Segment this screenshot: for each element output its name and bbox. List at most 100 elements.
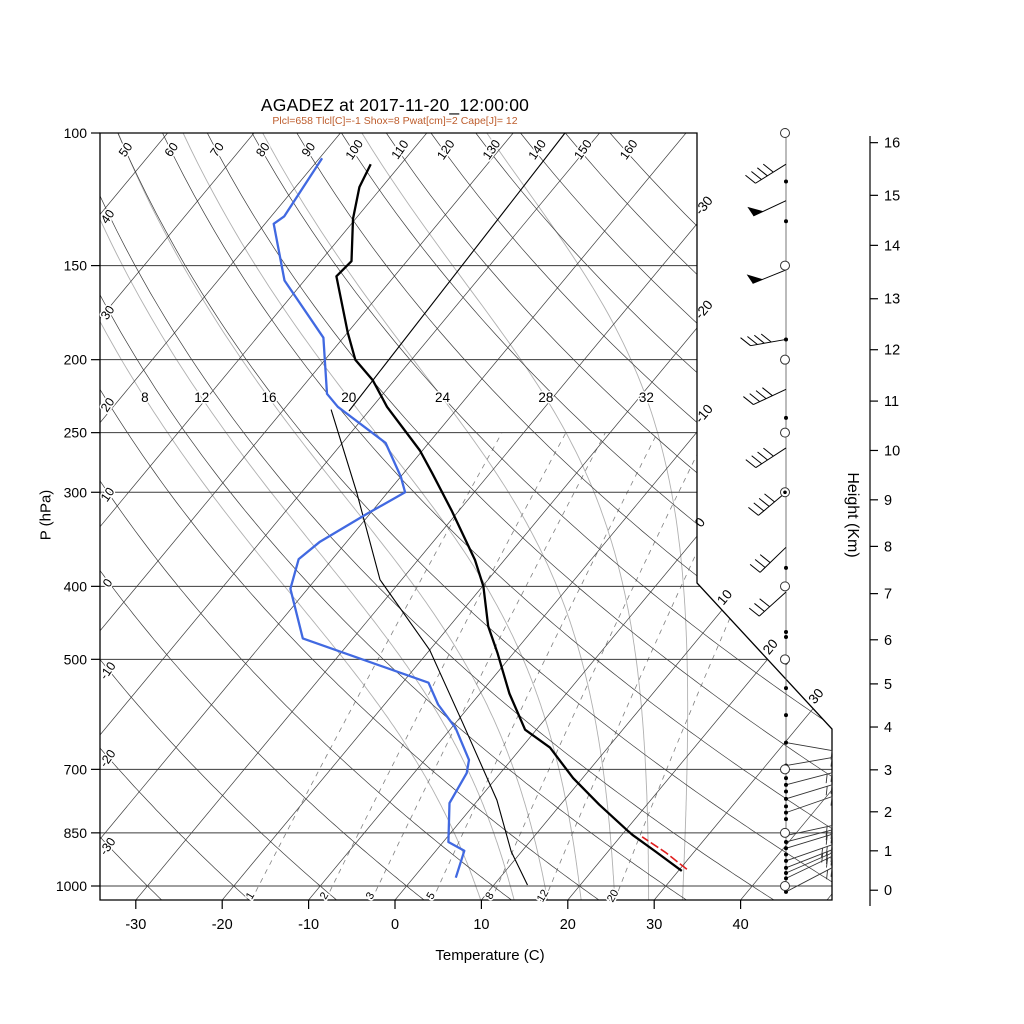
wind-level-circle [780, 128, 790, 138]
svg-text:80: 80 [253, 140, 272, 159]
wind-level-dot [784, 630, 788, 635]
chart-title: AGADEZ at 2017-11-20_12:00:00 [260, 95, 530, 115]
wind-level-circle [780, 764, 790, 775]
wind-level-dot [784, 782, 788, 787]
wind-level-dot [784, 686, 788, 691]
wind-barb [749, 546, 787, 573]
temperature-tick-label: 30 [646, 917, 662, 933]
wind-barb [785, 796, 833, 814]
height-tick-label: 9 [884, 493, 892, 509]
height-tick-label: 2 [884, 805, 892, 821]
chart-subtitle: Plcl=658 Tlcl[C]=-1 Shox=8 Pwat[cm]=2 Ca… [272, 115, 518, 127]
temperature-tick-label: 0 [391, 917, 399, 933]
wind-barb [746, 269, 787, 284]
svg-text:70: 70 [207, 140, 226, 159]
svg-text:130: 130 [480, 137, 503, 162]
svg-text:160: 160 [617, 137, 640, 162]
wind-barb [785, 772, 833, 786]
svg-text:150: 150 [571, 137, 594, 162]
height-tick-label: 0 [884, 883, 892, 899]
height-tick-label: 11 [884, 394, 899, 410]
wind-barb [785, 867, 833, 893]
svg-text:-30: -30 [692, 193, 716, 218]
wind-level-dot [784, 858, 788, 863]
wind-barb [785, 742, 833, 760]
svg-text:30: 30 [805, 686, 826, 707]
wind-level-dot [784, 789, 788, 794]
wind-level-dot [784, 839, 788, 844]
height-tick-label: 3 [884, 763, 892, 779]
height-tick-label: 13 [884, 292, 900, 308]
wind-barb [785, 855, 833, 879]
height-tick-label: 15 [884, 188, 900, 204]
wind-barb [785, 825, 833, 836]
wind-level-circle [780, 881, 790, 891]
wind-level-circle [780, 654, 790, 665]
pressure-tick-label: 300 [64, 484, 88, 500]
pressure-tick-label: 700 [64, 761, 88, 777]
svg-text:50: 50 [116, 140, 135, 159]
svg-text:40: 40 [98, 207, 117, 226]
temperature-tick-label: 40 [733, 917, 749, 933]
svg-text:90: 90 [299, 140, 318, 159]
wind-level-dot [784, 219, 788, 224]
svg-text:30: 30 [98, 303, 117, 322]
pressure-tick-label: 100 [64, 125, 88, 141]
height-tick-label: 12 [884, 343, 900, 359]
wind-barb [748, 491, 787, 516]
wind-level-dot [784, 634, 788, 639]
wind-level-circle [780, 581, 790, 592]
wind-barb [785, 852, 833, 874]
wind-level-dot [784, 876, 788, 881]
wind-barb [740, 333, 787, 347]
wet-bulb-line [330, 409, 528, 886]
pressure-tick-label: 250 [64, 425, 88, 441]
sounding-curves [272, 132, 688, 886]
wind-barb [747, 200, 787, 217]
wind-barb [785, 784, 833, 800]
wind-level-dot [784, 846, 788, 851]
temperature-tick-label: -20 [212, 917, 233, 933]
temperature-tick-label: 10 [473, 917, 489, 933]
wind-level-dot [784, 852, 788, 857]
svg-text:120: 120 [434, 137, 457, 162]
wind-level-dot [784, 415, 788, 420]
dewpoint-curve [272, 157, 471, 879]
wind-barb [785, 833, 833, 849]
pressure-tick-label: 400 [64, 578, 88, 594]
wind-level-dot [784, 817, 788, 822]
wind-level-dot [784, 776, 788, 781]
wind-level-circle [780, 427, 790, 438]
wind-level-circle [780, 827, 790, 838]
svg-text:20: 20 [760, 636, 781, 657]
temperature-tick-label: -10 [298, 917, 319, 933]
height-tick-label: 16 [884, 136, 900, 152]
svg-text:0: 0 [692, 515, 708, 530]
parcel-upper-line [348, 132, 566, 412]
pressure-tick-label: 1000 [56, 878, 87, 894]
wind-barb [745, 447, 787, 469]
svg-text:16: 16 [261, 390, 276, 405]
svg-text:60: 60 [162, 140, 181, 159]
svg-text:32: 32 [639, 390, 654, 405]
svg-text:20: 20 [341, 390, 356, 405]
svg-text:-20: -20 [692, 297, 716, 322]
temperature-tick-label: -30 [125, 917, 146, 933]
height-tick-label: 5 [884, 677, 892, 693]
wind-level-dot [784, 740, 788, 745]
pressure-tick-label: 200 [64, 352, 88, 368]
plot-border [99, 132, 833, 901]
wind-barb [785, 844, 833, 862]
height-tick-label: 6 [884, 633, 892, 649]
svg-text:-10: -10 [692, 401, 716, 426]
wind-level-dot [784, 337, 788, 342]
svg-text:10: 10 [714, 587, 735, 608]
svg-text:10: 10 [98, 485, 117, 504]
wind-level-dot [784, 810, 788, 815]
wind-barb [785, 757, 833, 767]
